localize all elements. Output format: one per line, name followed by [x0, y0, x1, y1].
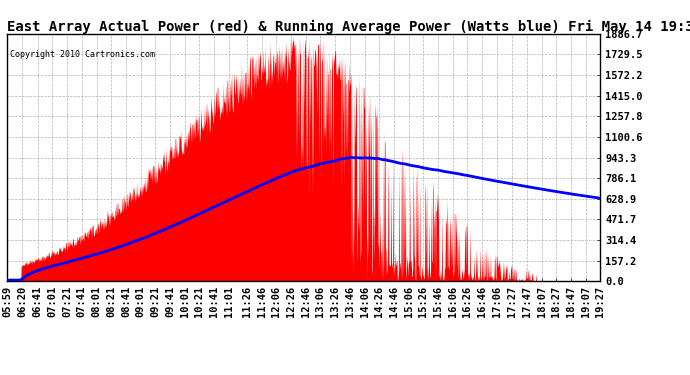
Text: Copyright 2010 Cartronics.com: Copyright 2010 Cartronics.com: [10, 50, 155, 59]
Text: East Array Actual Power (red) & Running Average Power (Watts blue) Fri May 14 19: East Array Actual Power (red) & Running …: [7, 20, 690, 34]
